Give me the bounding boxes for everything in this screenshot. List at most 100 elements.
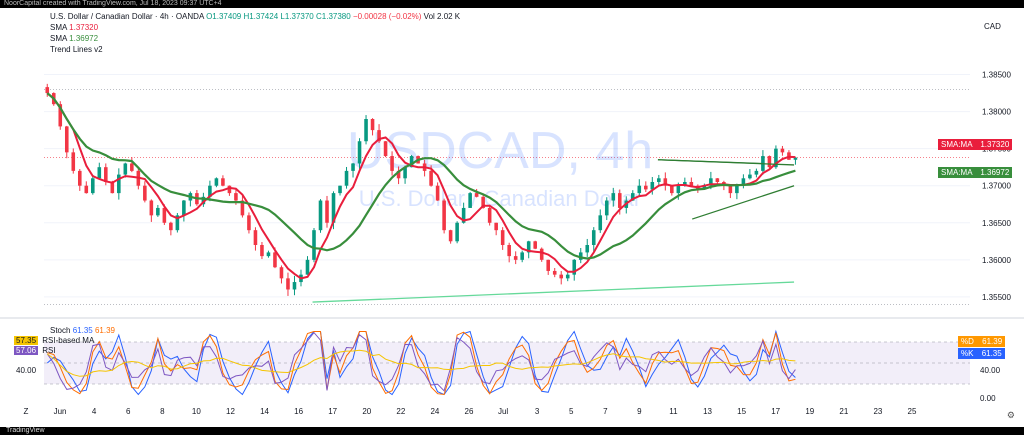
candle-body	[507, 245, 511, 257]
candle-body	[403, 167, 407, 179]
candle-body	[429, 170, 433, 186]
candle-body	[286, 278, 290, 290]
time-tick-label: 17	[771, 407, 780, 416]
time-tick-label: 9	[637, 407, 642, 416]
sma2-value: 1.36972	[69, 34, 99, 43]
stoch-d-tag-name: %D	[961, 337, 974, 346]
rsi-ma-line	[47, 349, 796, 377]
sma-layer	[46, 92, 796, 280]
candle-body	[201, 196, 206, 205]
candle-body	[513, 256, 518, 260]
candle-body	[539, 248, 544, 260]
candle-body	[149, 200, 154, 216]
ohlc-change: −0.00028 (−0.02%)	[352, 12, 422, 21]
candle-body	[104, 167, 108, 182]
candle-body	[370, 119, 375, 131]
footer-brand: TradingView	[6, 427, 45, 434]
candle-body	[709, 178, 713, 186]
rsi-legend[interactable]: 57.06 RSI	[14, 346, 56, 355]
candle-body	[318, 200, 323, 231]
price-tick-label: 1.37000	[982, 182, 1011, 191]
oscillator-layer	[44, 329, 970, 396]
attribution-text: NoorCapital created with TradingView.com…	[4, 0, 222, 7]
ohlc-volume: Vol 2.02 K	[423, 12, 461, 21]
candle-body	[266, 252, 271, 257]
chart-frame[interactable]: USDCAD, 4h U.S. Dollar / Canadian Dollar…	[0, 8, 1024, 427]
candle-body	[657, 178, 661, 182]
candle-body	[481, 196, 485, 208]
time-tick-label: 16	[294, 407, 303, 416]
candle-body	[487, 207, 492, 223]
stoch-d-tag: %D 61.39	[958, 336, 1006, 347]
candle-body	[617, 193, 622, 208]
sma2-tag-name: SMA:MA	[941, 168, 973, 177]
ohlc-high: H1.37424	[243, 12, 279, 21]
time-tick-label: 8	[160, 407, 165, 416]
time-tick-label: 10	[192, 407, 201, 416]
rsi-label: RSI	[42, 346, 56, 355]
time-tick-label: 22	[396, 407, 405, 416]
stoch-k-line	[46, 329, 796, 396]
settings-gear-icon[interactable]: ⚙	[1006, 410, 1015, 420]
stoch-k-tag-name: %K	[961, 349, 974, 358]
candle-body	[474, 193, 479, 197]
chart-canvas[interactable]: USDCAD, 4h U.S. Dollar / Canadian Dollar…	[0, 8, 1024, 427]
time-tick-label: Z	[24, 407, 29, 416]
candle-body	[156, 207, 160, 216]
candle-body	[383, 141, 388, 157]
candle-body	[767, 156, 772, 168]
candle-body	[64, 126, 69, 153]
candle-body	[735, 185, 739, 194]
candle-body	[91, 178, 95, 194]
ohlc-close: C1.37380	[316, 12, 351, 21]
sma2-tag-value: 1.36972	[980, 168, 1010, 177]
sma2-legend[interactable]: SMA 1.36972	[50, 34, 98, 44]
candle-body	[77, 170, 82, 186]
time-tick-label: 26	[465, 407, 474, 416]
sma1-legend[interactable]: SMA 1.37320	[50, 23, 98, 33]
candle-body	[702, 185, 707, 190]
candle-body	[396, 170, 401, 179]
rsi-ma-legend[interactable]: 57.35 RSI-based MA	[14, 336, 94, 345]
candle-body	[644, 185, 648, 190]
sma2-price-tag: SMA:MA 1.36972	[938, 167, 1013, 178]
candle-body	[71, 152, 76, 171]
candle-body	[84, 185, 89, 194]
candle-body	[455, 222, 459, 242]
osc-tick-label: 40.00	[980, 366, 1001, 375]
time-tick-label: 25	[908, 407, 917, 416]
candle-body	[260, 245, 264, 257]
trendline-wedge-top	[657, 159, 795, 166]
sma2-label: SMA	[50, 34, 67, 43]
candle-body	[377, 130, 381, 142]
candle-body	[279, 267, 284, 279]
candle-body	[611, 193, 616, 201]
candle-body	[741, 178, 746, 186]
candle-body	[637, 185, 642, 194]
candle-body	[442, 200, 446, 231]
candle-body	[344, 170, 349, 186]
stoch-k-tag: %K 61.35	[958, 348, 1005, 359]
candle-body	[357, 141, 362, 164]
candle-body	[520, 252, 524, 260]
candle-body	[559, 274, 564, 279]
candle-body	[793, 157, 798, 160]
candle-body	[143, 185, 147, 201]
stoch-d-tag-value: 61.39	[982, 337, 1003, 346]
stoch-legend[interactable]: Stoch 61.35 61.39	[50, 326, 115, 335]
candle-body	[591, 230, 596, 245]
candle-body	[312, 230, 316, 260]
sma1-label: SMA	[50, 23, 67, 32]
symbol-legend: U.S. Dollar / Canadian Dollar · 4h · OAN…	[50, 12, 460, 22]
time-tick-label: 21	[839, 407, 848, 416]
candles-layer	[45, 83, 798, 296]
candle-body	[670, 185, 674, 194]
price-tick-label: 1.38500	[982, 71, 1011, 80]
time-tick-label: 3	[535, 407, 540, 416]
stoch-k-value: 61.35	[72, 326, 93, 335]
stoch-d-line	[47, 331, 796, 396]
price-tick-label: 1.35500	[982, 293, 1011, 302]
candle-body	[182, 200, 186, 216]
trend-legend[interactable]: Trend Lines v2	[50, 45, 103, 55]
time-tick-label: 17	[328, 407, 337, 416]
